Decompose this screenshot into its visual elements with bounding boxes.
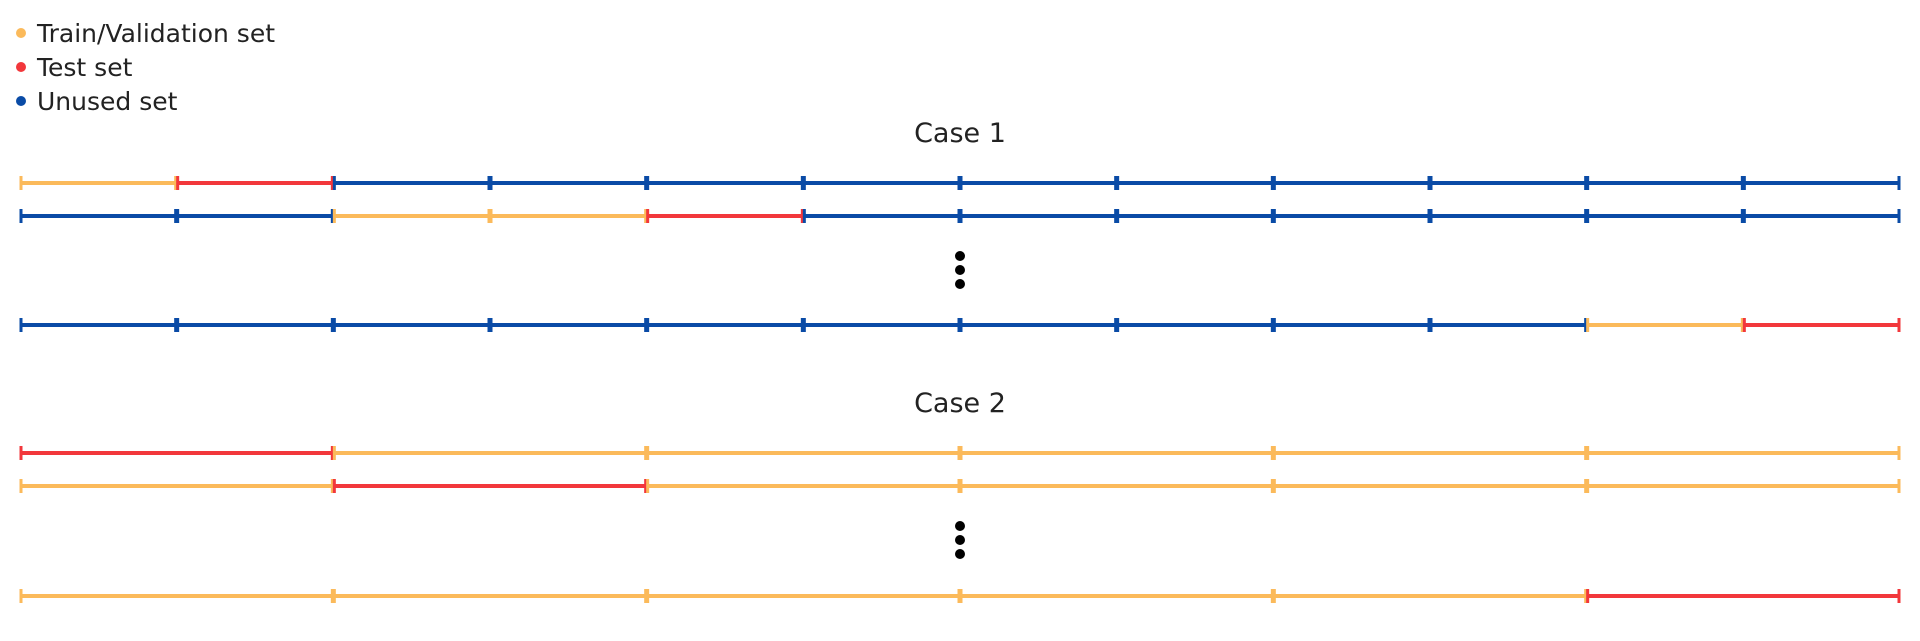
case-2-title: Case 2	[914, 388, 1006, 419]
legend-item-train: Train/Validation set	[16, 16, 275, 50]
ellipsis-dot	[955, 549, 965, 559]
legend-label-test: Test set	[37, 52, 133, 82]
legend: Train/Validation set Test set Unused set	[16, 16, 275, 118]
unused-dot-icon	[16, 96, 26, 106]
ellipsis-dot	[955, 279, 965, 289]
legend-item-test: Test set	[16, 50, 275, 84]
train-dot-icon	[16, 28, 26, 38]
ellipsis-dot	[955, 535, 965, 545]
ellipsis-dot	[955, 251, 965, 261]
legend-label-train: Train/Validation set	[37, 18, 276, 48]
ellipsis-dot	[955, 521, 965, 531]
legend-item-unused: Unused set	[16, 84, 275, 118]
test-dot-icon	[16, 62, 26, 72]
case-1-title: Case 1	[914, 118, 1006, 149]
legend-label-unused: Unused set	[37, 86, 178, 116]
ellipsis-dot	[955, 265, 965, 275]
